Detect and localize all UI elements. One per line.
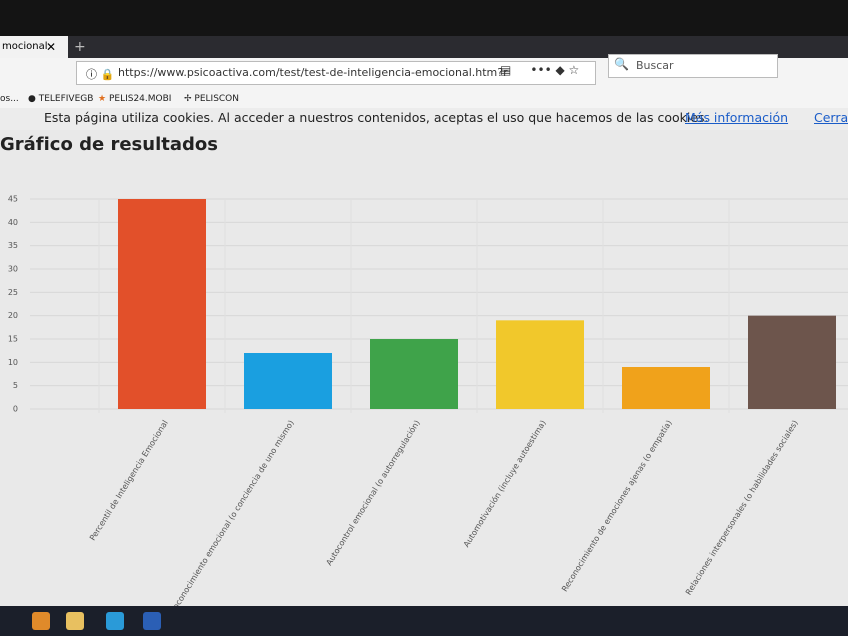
- bookmark[interactable]: os...: [0, 94, 19, 104]
- bookmark[interactable]: ● TELEFIVEGB: [28, 94, 94, 104]
- cookie-text: Esta página utiliza cookies. Al acceder …: [44, 110, 709, 125]
- more-info-link[interactable]: Más información: [685, 110, 789, 125]
- bar: [748, 315, 836, 409]
- x-tick-label: Automotivación (incluye autoestima): [461, 418, 548, 549]
- y-tick-label: 15: [8, 335, 18, 344]
- bookmark[interactable]: ★ PELIS24.MOBI: [98, 94, 172, 104]
- page-heading: Gráfico de resultados: [0, 134, 218, 155]
- tab[interactable]: mocional: [0, 36, 68, 58]
- taskbar-icon[interactable]: [32, 612, 50, 630]
- taskbar: [0, 606, 848, 636]
- y-tick-label: 30: [8, 265, 18, 274]
- search-placeholder[interactable]: Buscar: [636, 59, 674, 72]
- bookmark-label: TELEFIVEGB: [38, 94, 94, 104]
- chart: 0 5 10 15 20 25 30 35 40 45 Percentil de Inteligen…: [8, 195, 848, 606]
- new-tab[interactable]: +: [74, 39, 86, 55]
- y-tick-label: 5: [13, 381, 18, 390]
- tab-close[interactable]: ✕: [46, 40, 57, 54]
- bar: [370, 339, 458, 409]
- y-tick-label: 45: [8, 195, 18, 204]
- x-tick-label: Relaciones interpersonales (o habilidade…: [684, 419, 800, 597]
- y-tick-label: 25: [8, 288, 18, 297]
- bar: [118, 199, 206, 409]
- monitor-bezel: [0, 0, 848, 36]
- bookmark-label: PELISCON: [194, 94, 240, 104]
- bookmark-label: PELIS24.MOBI: [108, 94, 172, 104]
- url[interactable]: https://www.psicoactiva.com/test/test-de…: [118, 66, 508, 79]
- tab-bar: [0, 36, 848, 58]
- search-icon: 🔍: [614, 57, 629, 71]
- y-tick-label: 10: [8, 358, 18, 367]
- y-tick-label: 0: [13, 405, 18, 414]
- y-tick-label: 35: [8, 241, 18, 250]
- x-tick-label: Autoconocimiento emocional (o conciencia…: [164, 419, 296, 606]
- cookie-banner: [0, 108, 848, 130]
- bar: [244, 353, 332, 409]
- info-icon[interactable]: ⓘ 🔒: [86, 68, 115, 81]
- taskbar-icon[interactable]: [143, 612, 161, 630]
- x-tick-label: Reconocimiento de emociones ajenas (o em…: [560, 419, 674, 594]
- x-tick-label: Autocontrol emocional (o autorregulación…: [324, 418, 422, 567]
- y-tick-label: 40: [8, 218, 18, 227]
- y-tick-label: 20: [8, 311, 18, 320]
- url-box[interactable]: [76, 61, 596, 85]
- toolbar-icons[interactable]: ▤ ••• ◆ ☆: [500, 63, 580, 77]
- bar: [622, 367, 710, 409]
- taskbar-icon[interactable]: [106, 612, 124, 630]
- close-link[interactable]: Cerra: [814, 110, 848, 125]
- bar: [496, 320, 584, 409]
- x-tick-label: Percentil de Inteligencia Emocional: [88, 419, 170, 543]
- taskbar-icon[interactable]: [66, 612, 84, 630]
- search-box[interactable]: [608, 54, 778, 78]
- bookmark[interactable]: ✢ PELISCON: [184, 94, 240, 104]
